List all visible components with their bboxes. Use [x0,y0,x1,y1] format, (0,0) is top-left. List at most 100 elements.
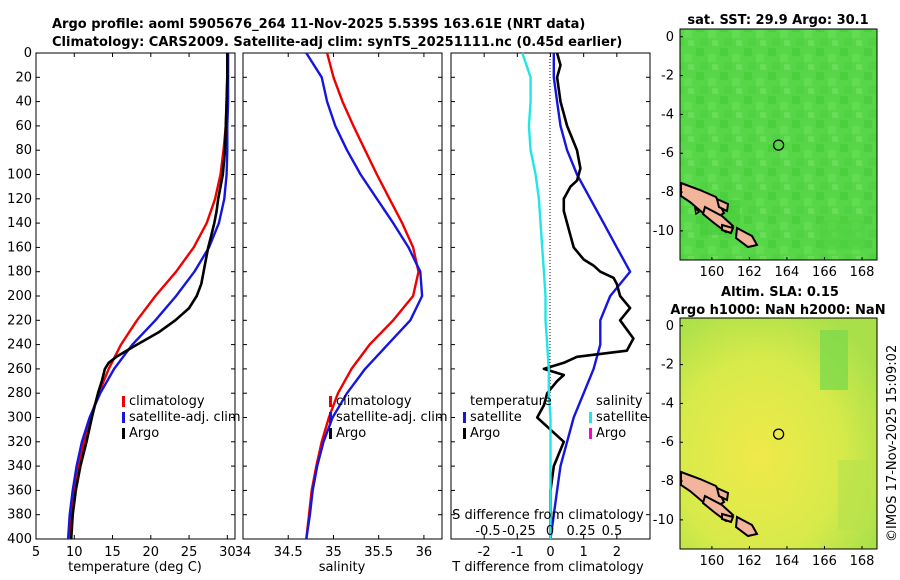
y-tick-label: 400 [7,532,32,547]
legend-satellite-label: satellite-adj. clim [129,410,241,425]
salinity-x-ticks: 34 34.5 35 35.5 36 [235,52,442,560]
solomon-island [715,197,730,213]
difference-x-ticks: -2 -1 0 1 2 [451,52,650,560]
sla-map-title-2: Argo h1000: NaN h2000: NaN [670,303,885,318]
legend-t-satellite-swatch [463,412,466,423]
legend-s-satellite-swatch [589,412,592,423]
solomon-island [721,223,735,235]
difference-lines [521,52,635,540]
s-tick-label: 0 [546,524,554,539]
sst-patch [820,220,865,250]
difference-panel: -2 -1 0 1 2 temperature satellite Argo salin… [450,52,651,575]
s-tick-label: 0.25 [567,524,596,539]
y-tick-label: 200 [7,289,32,304]
x-tick-label: 2 [613,545,621,560]
series-line-t-satellite [549,53,632,540]
sla-map-title-1: Altim. SLA: 0.15 [721,285,839,300]
legend-satellite-swatch [329,412,332,423]
y-tick-label: 140 [7,216,32,231]
temperature-lines [66,53,230,540]
solomon-island [693,205,701,216]
y-tick-label: 300 [7,411,32,426]
map-y-tick-label: -4 [661,396,674,411]
legend-argo-swatch [122,428,125,439]
map-x-tick-label: 168 [850,554,875,569]
temperature-legend: climatology satellite-adj. clim Argo [122,394,241,441]
s-difference-ticks: -0.5 -0.25 0 0.25 0.5 [475,524,622,539]
title-line-1: Argo profile: aoml 5905676_264 11-Nov-20… [52,17,585,32]
x-tick-label: 35.5 [364,545,393,560]
legend-climatology-label: climatology [336,394,412,409]
map-x-tick-label: 162 [737,265,762,280]
s-tick-label: -0.5 [475,524,500,539]
y-tick-label: 220 [7,313,32,328]
x-tick-label: -2 [478,545,491,560]
temperature-axes-box [35,52,236,540]
legend-climatology-swatch [122,396,125,407]
map-x-tick-label: 160 [699,265,724,280]
y-tick-label: 280 [7,386,32,401]
salinity-axes-box [242,52,443,540]
series-line-t-argo [535,52,635,539]
x-tick-label: 36 [416,545,433,560]
map-y-tick-label: -2 [661,69,674,84]
legend-s-argo-swatch [589,428,592,439]
sst-map-title: sat. SST: 29.9 Argo: 30.1 [687,13,868,28]
x-tick-label: 10 [66,545,83,560]
map-y-tick-label: -10 [653,224,674,239]
legend-s-satellite-label: satellite [596,410,648,425]
s-tick-label: 0.5 [602,524,623,539]
legend-s-argo-label: Argo [596,426,626,441]
solomon-island [721,512,735,524]
salinity-x-label: salinity [319,560,366,575]
sst-map: sat. SST: 29.9 Argo: 30.1 160 162 164 166 16… [653,13,878,280]
y-tick-label: 260 [7,362,32,377]
map-x-tick-label: 164 [775,554,800,569]
argo-position-marker [772,428,785,440]
map-x-tick-label: 168 [850,265,875,280]
s-tick-label: -0.25 [502,524,536,539]
map-y-tick-label: -8 [661,474,674,489]
legend-satellite-swatch [122,412,125,423]
x-tick-label: 34.5 [274,545,303,560]
series-line-satellite-adj-clim [305,52,424,540]
x-tick-label: 34 [235,545,252,560]
legend-argo-label: Argo [336,426,366,441]
y-tick-label: 320 [7,435,32,450]
y-tick-label: 0 [24,46,32,61]
map-y-tick-label: -6 [661,146,674,161]
sla-islands [680,470,759,538]
map-y-tick-label: 0 [666,30,674,45]
s-difference-label: S difference from climatology [452,508,644,523]
sla-map: Altim. SLA: 0.15 Argo h1000: NaN h2000: … [653,285,886,569]
map-x-tick-label: 164 [775,265,800,280]
t-difference-x-label: T difference from climatology [451,560,644,575]
series-line-argo [69,53,229,540]
x-tick-label: -1 [511,545,524,560]
y-tick-label: 40 [15,95,32,110]
x-tick-label: 15 [104,545,121,560]
y-tick-label: 20 [15,70,32,85]
sst-map-ticks: 160 162 164 166 168 0 -2 -4 -6 -8 -10 [653,30,875,280]
argo-position-marker [772,139,785,151]
series-line-s-satellite [521,52,552,539]
map-x-tick-label: 166 [812,265,837,280]
depth-ticks: 0 20 40 60 80 100 120 140 160 180 200 220 240 260 280 3… [7,46,32,547]
map-y-tick-label: -4 [661,107,674,122]
solomon-island [734,515,759,538]
sla-patch [820,330,848,390]
temperature-x-ticks: 5 10 15 20 25 30 [32,52,236,560]
x-tick-label: 20 [143,545,160,560]
legend-t-satellite-label: satellite [470,410,522,425]
legend-t-argo-label: Argo [470,426,500,441]
legend-argo-swatch [329,428,332,439]
legend-t-argo-swatch [463,428,466,439]
x-tick-label: 1 [580,545,588,560]
x-tick-label: 35 [325,545,342,560]
x-tick-label: 30 [219,545,236,560]
y-tick-label: 80 [15,143,32,158]
legend-argo-label: Argo [129,426,159,441]
series-line-satellite-adj-clim [66,53,230,540]
x-tick-label: 5 [32,545,40,560]
